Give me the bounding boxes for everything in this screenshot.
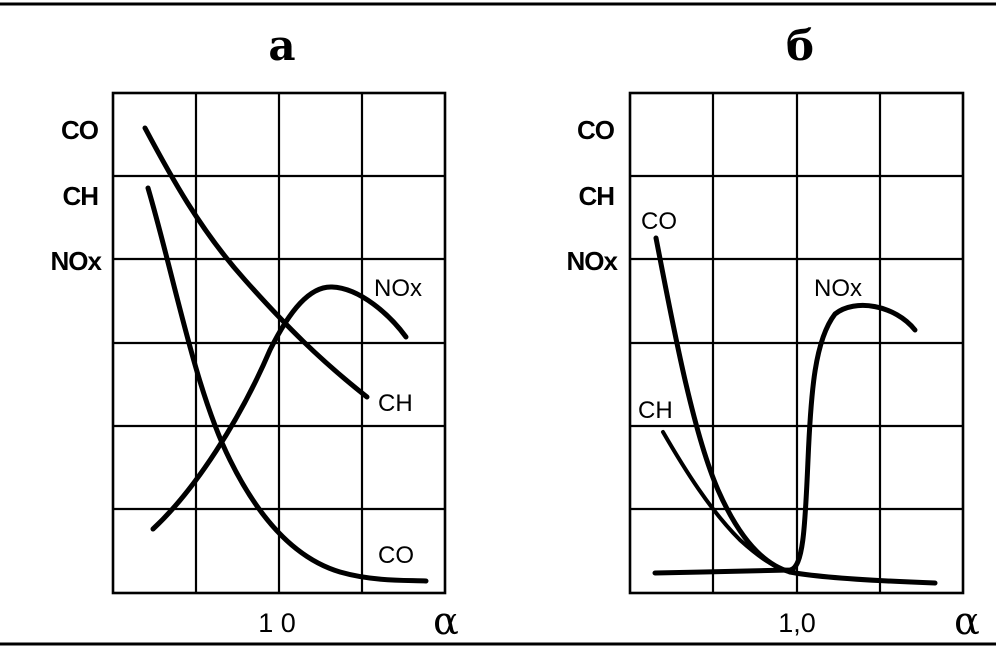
- panel-b: б CO CH NOx CO CH NOx 1,0 α: [567, 21, 980, 643]
- panel-a-x-tick: 1 0: [258, 608, 296, 638]
- panel-b-x-axis-label: α: [954, 599, 980, 643]
- panel-a-ylabel-co: CO: [61, 115, 99, 145]
- panel-a-title: а: [268, 21, 295, 70]
- panel-b-nox-curve: [652, 303, 918, 576]
- panel-b-x-tick: 1,0: [778, 608, 816, 638]
- panel-a-co-curve: [145, 185, 429, 584]
- panel-a-co-label: CO: [378, 542, 414, 569]
- panel-b-ch-curve: [661, 430, 792, 574]
- panel-b-nox-label: NOx: [814, 275, 862, 302]
- panel-a-ch-label: CH: [378, 390, 413, 417]
- panel-a-x-axis-label: α: [433, 599, 459, 643]
- panel-b-co-label: CO: [641, 208, 677, 235]
- panel-b-ylabel-ch: CH: [578, 181, 614, 211]
- panel-a-ylabel-ch: CH: [62, 181, 98, 211]
- panel-a: а CO CH NOx NOx CH CO 1 0 α: [51, 21, 459, 643]
- panel-b-grid: [628, 91, 965, 595]
- panel-a-ch-curve: [142, 125, 370, 400]
- panel-b-ylabel-co: CO: [577, 115, 615, 145]
- panel-b-ch-label: CH: [638, 397, 673, 424]
- panel-a-ylabel-nox: NOx: [51, 246, 103, 276]
- panel-b-ylabel-nox: NOx: [567, 246, 619, 276]
- panel-b-baseline-curve: [787, 569, 938, 586]
- panel-b-title: б: [786, 21, 814, 70]
- panel-a-nox-label: NOx: [374, 275, 422, 302]
- panel-a-grid: [111, 91, 447, 595]
